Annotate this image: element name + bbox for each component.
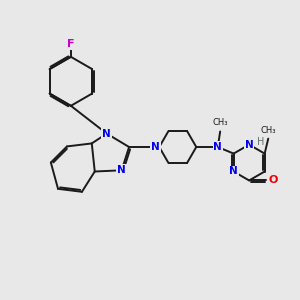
Text: H: H [257, 136, 265, 147]
Text: N: N [229, 167, 238, 176]
Text: O: O [268, 176, 278, 185]
Text: F: F [67, 39, 75, 49]
Text: N: N [245, 140, 254, 150]
Text: N: N [102, 129, 111, 139]
Text: CH₃: CH₃ [212, 118, 228, 127]
Text: N: N [213, 142, 222, 152]
Text: CH₃: CH₃ [260, 126, 276, 135]
Text: N: N [151, 142, 160, 152]
Text: N: N [117, 165, 126, 175]
